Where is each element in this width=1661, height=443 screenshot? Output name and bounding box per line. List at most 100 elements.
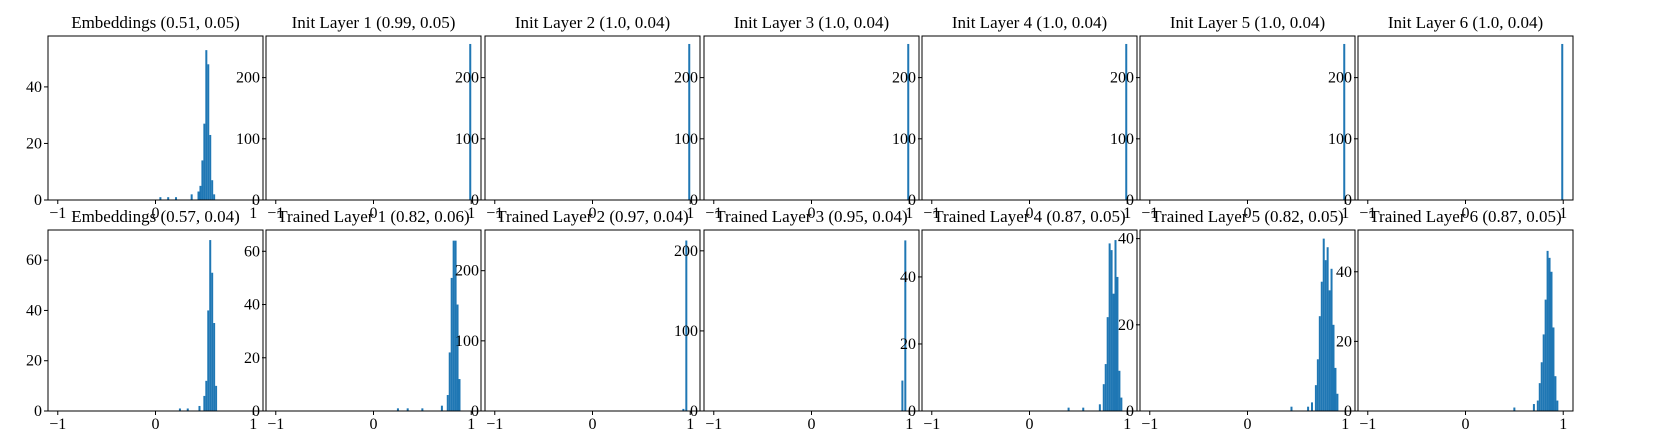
histogram-bar xyxy=(1536,400,1539,411)
axes-frame xyxy=(47,35,264,201)
y-tick-label: 200 xyxy=(236,70,260,87)
x-tick-label: −1 xyxy=(486,205,503,222)
axes-frame xyxy=(484,229,701,412)
panel-title: Init Layer 1 (0.99, 0.05) xyxy=(292,13,456,32)
histogram-bar xyxy=(1334,367,1337,411)
x-tick-label: 1 xyxy=(467,416,475,433)
y-tick-label: 100 xyxy=(455,333,479,350)
x-tick-label: 1 xyxy=(1559,416,1567,433)
x-tick-label: 0 xyxy=(589,205,597,222)
histogram-bar xyxy=(1540,362,1543,411)
histogram-bar xyxy=(1318,316,1321,411)
histogram-bar xyxy=(682,408,685,411)
y-tick-label: 40 xyxy=(1118,231,1134,248)
histogram-bar xyxy=(1332,324,1335,411)
histogram-bar xyxy=(205,50,208,200)
y-tick-label: 0 xyxy=(471,403,479,420)
y-tick-label: 200 xyxy=(1328,70,1352,87)
histogram-bar xyxy=(454,240,457,411)
y-tick-label: 200 xyxy=(674,243,698,260)
histogram-bar xyxy=(207,310,210,411)
histogram-bar xyxy=(209,134,212,200)
histogram-bar xyxy=(1118,370,1121,411)
histogram-bar xyxy=(198,405,201,411)
x-tick-label: 1 xyxy=(1341,416,1349,433)
x-tick-label: 1 xyxy=(249,416,257,433)
panel-title: Trained Layer 4 (0.87, 0.05) xyxy=(933,207,1125,226)
histogram-bar xyxy=(1082,407,1085,411)
x-tick-label: −1 xyxy=(49,416,66,433)
axes-frame xyxy=(484,35,701,201)
histogram-bar xyxy=(1116,276,1119,411)
panel-title: Trained Layer 6 (0.87, 0.05) xyxy=(1369,207,1561,226)
histogram-bar xyxy=(446,395,449,411)
y-tick-label: 200 xyxy=(1110,70,1134,87)
axes-frame xyxy=(703,35,920,201)
histogram-bar xyxy=(159,197,162,200)
histogram-bar xyxy=(1546,250,1549,411)
histogram-bar xyxy=(1316,359,1319,411)
x-tick-label: 0 xyxy=(808,205,816,222)
x-tick-label: 0 xyxy=(1026,205,1034,222)
histogram-bar xyxy=(1328,290,1331,411)
x-tick-label: 1 xyxy=(1123,416,1131,433)
histogram-bar xyxy=(406,408,409,411)
x-tick-label: 0 xyxy=(1244,205,1252,222)
x-tick-label: 1 xyxy=(905,205,913,222)
histogram-bar xyxy=(1314,385,1317,411)
y-tick-label: 0 xyxy=(1126,192,1134,209)
y-tick-label: 0 xyxy=(690,192,698,209)
y-tick-label: 20 xyxy=(1336,333,1352,350)
y-tick-label: 200 xyxy=(892,70,916,87)
histogram-bar xyxy=(1110,250,1113,411)
histogram-bar xyxy=(688,43,691,201)
histogram-bar xyxy=(396,408,399,411)
histogram-bar xyxy=(1552,327,1555,411)
y-tick-label: 40 xyxy=(1336,264,1352,281)
histogram-bar xyxy=(1532,404,1535,411)
x-tick-label: −1 xyxy=(267,205,284,222)
panel-title: Init Layer 5 (1.0, 0.04) xyxy=(1170,13,1325,32)
y-tick-label: 0 xyxy=(690,403,698,420)
panel-title: Embeddings (0.51, 0.05) xyxy=(71,13,240,32)
panel-title: Trained Layer 5 (0.82, 0.05) xyxy=(1151,207,1343,226)
histogram-bar xyxy=(1550,271,1553,411)
y-tick-label: 20 xyxy=(900,336,916,353)
y-tick-label: 100 xyxy=(892,131,916,148)
histogram-bar xyxy=(1106,317,1109,411)
histogram-bar xyxy=(1330,268,1333,411)
histogram-bar xyxy=(1513,407,1516,411)
y-tick-label: 40 xyxy=(26,302,42,319)
histogram-bar xyxy=(1336,393,1339,411)
axes-frame xyxy=(1139,35,1356,201)
histogram-bar xyxy=(199,185,202,200)
y-tick-label: 0 xyxy=(908,403,916,420)
y-tick-label: 60 xyxy=(26,252,42,269)
y-tick-label: 100 xyxy=(455,131,479,148)
x-tick-label: 0 xyxy=(1462,205,1470,222)
x-tick-label: 0 xyxy=(808,416,816,433)
histogram-bar xyxy=(1322,238,1325,411)
x-tick-label: 0 xyxy=(1026,416,1034,433)
histogram-bar xyxy=(211,272,214,411)
panel-title: Trained Layer 3 (0.95, 0.04) xyxy=(715,207,907,226)
y-tick-label: 100 xyxy=(1110,131,1134,148)
panel-title: Trained Layer 2 (0.97, 0.04) xyxy=(496,207,688,226)
panel-title: Init Layer 3 (1.0, 0.04) xyxy=(734,13,889,32)
panel-title: Init Layer 4 (1.0, 0.04) xyxy=(952,13,1107,32)
histogram-bar xyxy=(201,160,204,200)
histogram-bar xyxy=(456,304,459,411)
histogram-bar xyxy=(167,197,170,200)
x-tick-label: 1 xyxy=(1559,205,1567,222)
y-tick-label: 200 xyxy=(674,70,698,87)
x-tick-label: −1 xyxy=(49,205,66,222)
histogram-bar xyxy=(197,191,200,200)
histogram-bar xyxy=(209,240,212,411)
